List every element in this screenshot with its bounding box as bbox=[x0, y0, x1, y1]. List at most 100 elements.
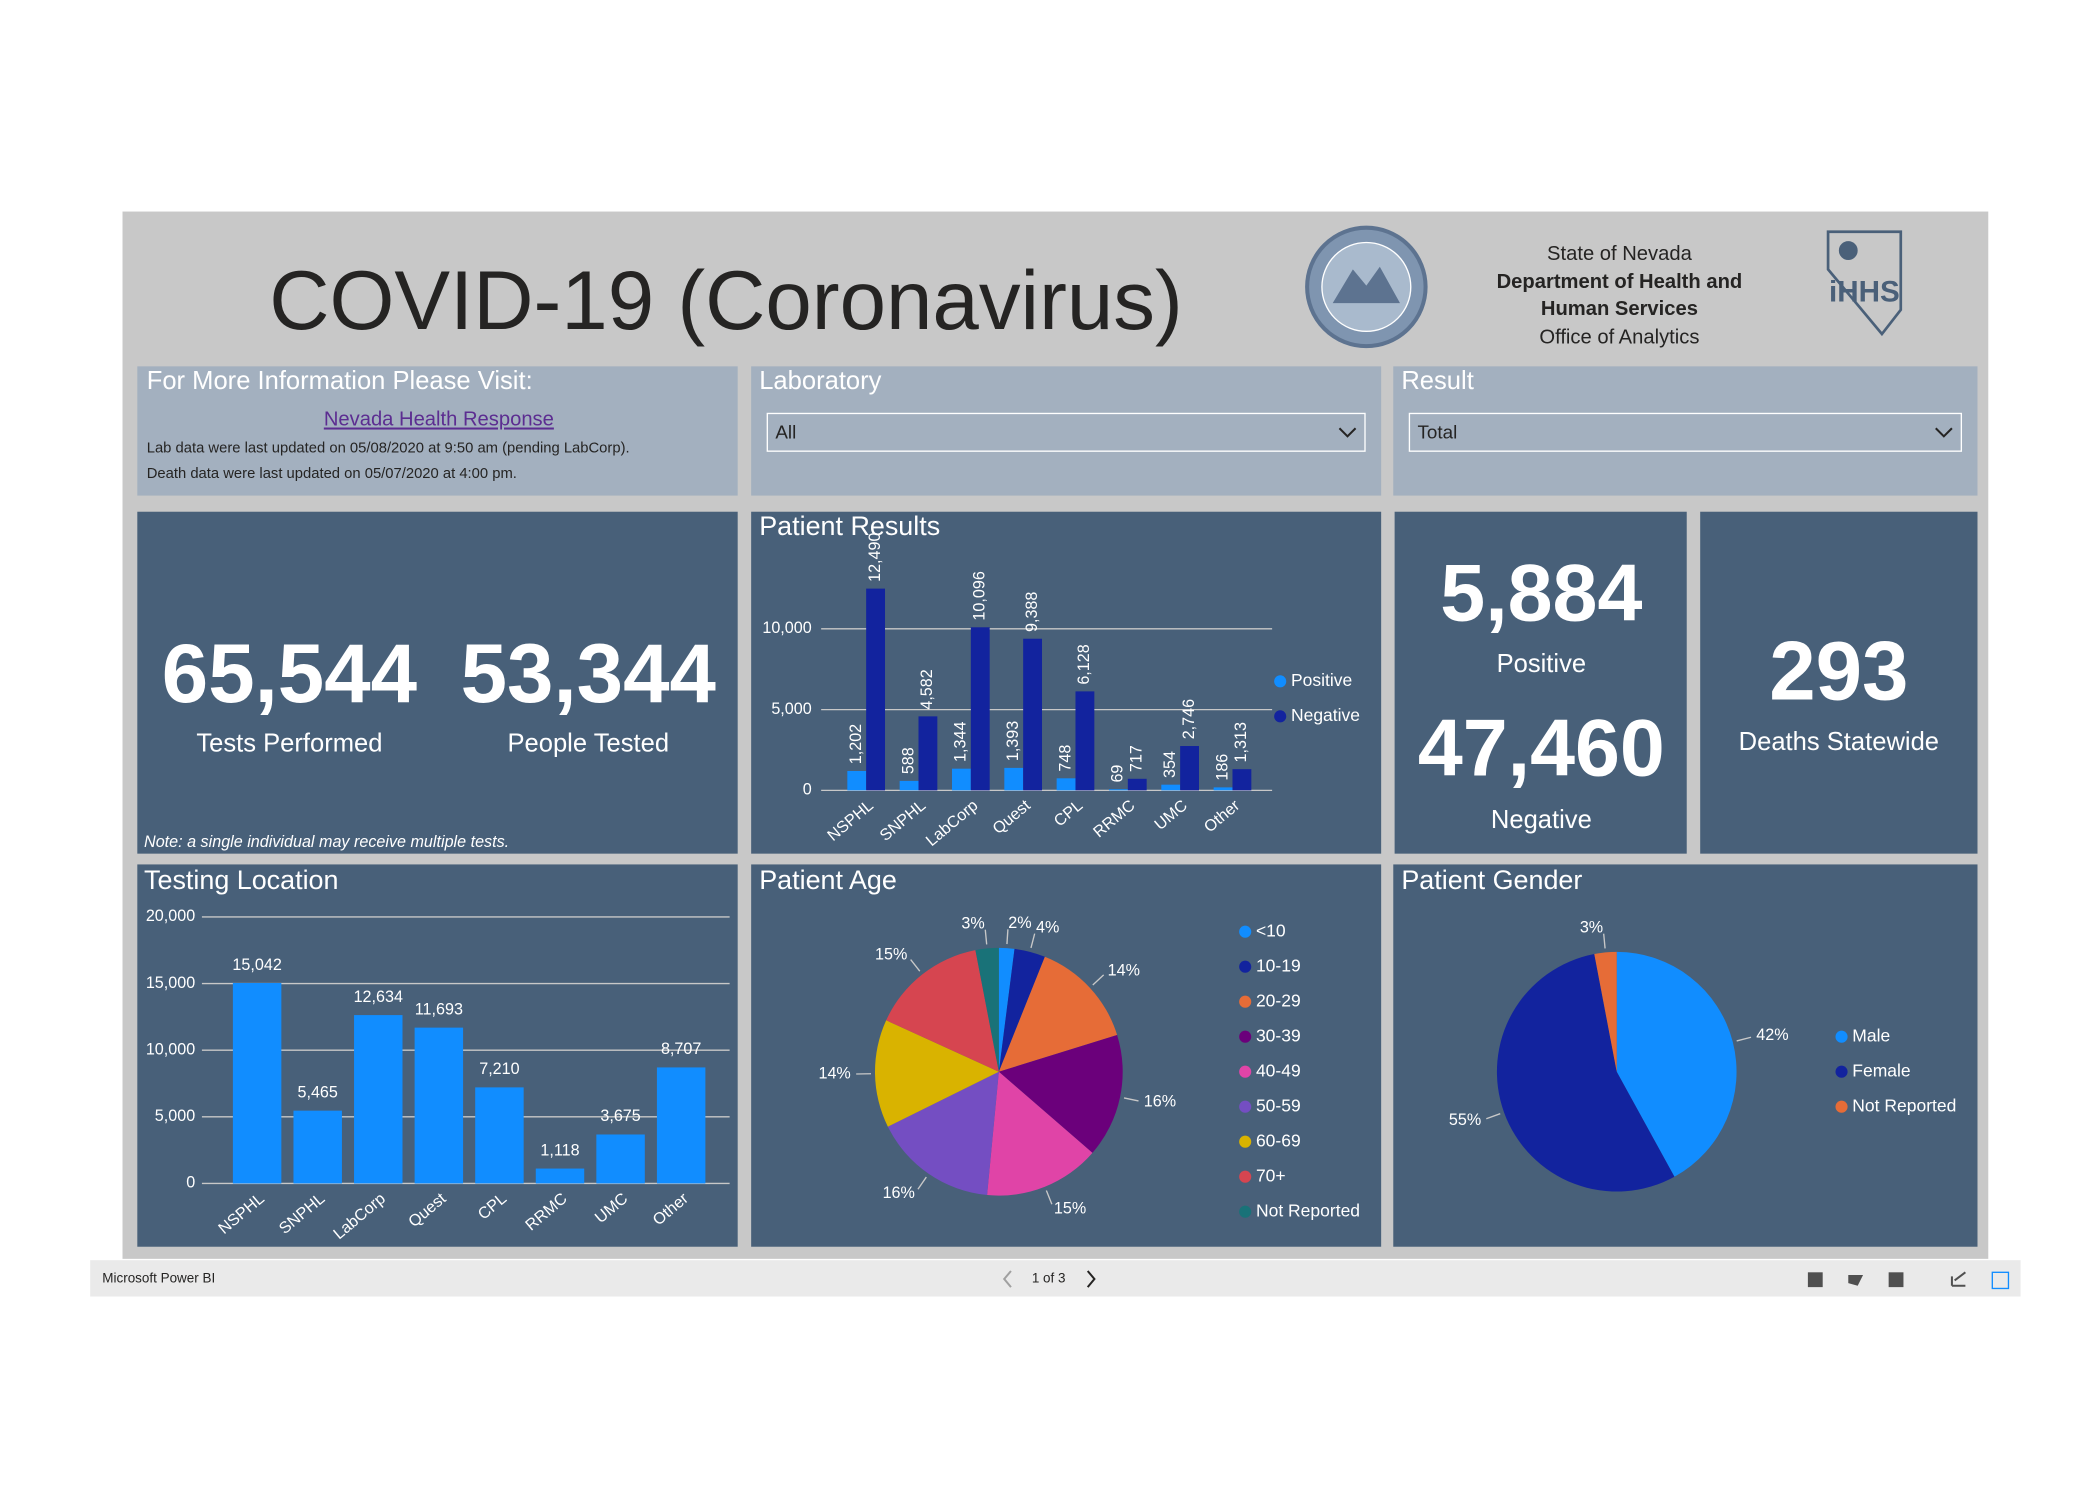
data-label: 3% bbox=[961, 915, 984, 933]
bar bbox=[354, 1015, 403, 1184]
data-label: 9,388 bbox=[1023, 592, 1041, 632]
legend-label: <10 bbox=[1256, 920, 1286, 940]
leader-line bbox=[910, 959, 921, 972]
kpi-value: 293 bbox=[1769, 623, 1908, 717]
y-tick-label: 0 bbox=[803, 781, 812, 799]
kpi-panel bbox=[1394, 511, 1687, 854]
pie-slice bbox=[874, 1020, 999, 1127]
agency-logo: iHHS bbox=[1826, 230, 1903, 337]
kpi-label: Deaths Statewide bbox=[1739, 728, 1939, 756]
kpi-value: 47,460 bbox=[1418, 703, 1665, 793]
data-label: 15% bbox=[1054, 1199, 1086, 1217]
chart-title: Patient Gender bbox=[1401, 865, 1582, 895]
bar bbox=[970, 627, 990, 791]
org-line: State of Nevada bbox=[1547, 243, 1693, 265]
legend-marker bbox=[1274, 710, 1287, 723]
leader-line bbox=[1045, 1190, 1053, 1205]
legend-label: 40-49 bbox=[1256, 1060, 1301, 1080]
info-panel bbox=[137, 366, 738, 496]
facebook-button[interactable] bbox=[1888, 1272, 1904, 1288]
bar bbox=[1056, 778, 1076, 791]
legend-label: Positive bbox=[1291, 670, 1352, 690]
twitter-button[interactable] bbox=[1848, 1275, 1864, 1286]
data-label: 14% bbox=[818, 1064, 850, 1082]
legend-marker bbox=[1239, 1030, 1252, 1043]
bar bbox=[414, 1027, 464, 1184]
legend-marker bbox=[1239, 1205, 1252, 1218]
linkedin-button[interactable] bbox=[1807, 1272, 1823, 1288]
share-button[interactable] bbox=[1950, 1271, 1966, 1287]
dropdown-chevron[interactable] bbox=[1935, 427, 1953, 438]
data-label: 1,202 bbox=[847, 724, 865, 764]
legend-marker bbox=[1835, 1065, 1848, 1078]
kpi-value: 65,544 bbox=[162, 626, 417, 720]
leader-line bbox=[1603, 933, 1606, 949]
data-label: 12,634 bbox=[354, 988, 403, 1006]
bar bbox=[918, 716, 938, 791]
svg-text:iHHS: iHHS bbox=[1829, 275, 1900, 308]
legend-marker bbox=[1239, 995, 1252, 1008]
data-label: 3,675 bbox=[600, 1107, 640, 1125]
data-label: 588 bbox=[899, 747, 917, 774]
legend-marker bbox=[1239, 925, 1252, 938]
kpi-note: Note: a single individual may receive mu… bbox=[144, 833, 509, 851]
filter-label: Result bbox=[1401, 367, 1473, 395]
footer-bar bbox=[90, 1260, 2021, 1297]
pie-slice bbox=[998, 948, 1045, 1072]
legend-label: 10-19 bbox=[1256, 955, 1301, 975]
data-label: 15% bbox=[875, 946, 907, 964]
filter-value: All bbox=[775, 422, 796, 443]
bar bbox=[232, 982, 282, 1184]
bar bbox=[1004, 767, 1024, 791]
data-label: 15,042 bbox=[232, 956, 281, 974]
bar bbox=[866, 588, 886, 791]
bar bbox=[1232, 769, 1252, 791]
legend-label: Male bbox=[1852, 1025, 1890, 1045]
pie-slice bbox=[886, 950, 999, 1072]
bar bbox=[475, 1087, 524, 1184]
next-page[interactable] bbox=[1086, 1270, 1096, 1288]
data-label: 1,313 bbox=[1232, 722, 1250, 762]
y-tick-label: 20,000 bbox=[146, 907, 195, 925]
data-label: 1,118 bbox=[540, 1141, 579, 1159]
filter-value: Total bbox=[1418, 422, 1458, 443]
y-tick-label: 15,000 bbox=[146, 974, 195, 992]
kpi-value: 5,884 bbox=[1440, 549, 1642, 639]
pie-slice bbox=[975, 947, 999, 1072]
data-label: 3% bbox=[1580, 919, 1603, 937]
y-tick-label: 0 bbox=[186, 1174, 195, 1192]
filter-dropdown[interactable] bbox=[1408, 412, 1963, 452]
legend-label: Negative bbox=[1291, 705, 1360, 725]
y-tick-label: 5,000 bbox=[771, 700, 811, 718]
page-title: COVID-19 (Coronavirus) bbox=[269, 253, 1183, 347]
data-label: 10,096 bbox=[971, 571, 989, 620]
bar bbox=[293, 1110, 342, 1184]
kpi-panel bbox=[1700, 511, 1978, 854]
kpi-value: 53,344 bbox=[461, 626, 716, 720]
legend-marker bbox=[1239, 1170, 1252, 1183]
legend-label: 50-59 bbox=[1256, 1095, 1301, 1115]
data-label: 7,210 bbox=[479, 1060, 519, 1078]
info-link[interactable]: Nevada Health Response bbox=[324, 409, 554, 431]
leader-line bbox=[1736, 1036, 1752, 1042]
data-label: 11,693 bbox=[415, 1000, 463, 1018]
filter-label: Laboratory bbox=[759, 367, 881, 395]
data-label: 42% bbox=[1756, 1026, 1788, 1044]
data-label: 16% bbox=[1144, 1092, 1176, 1110]
legend-marker bbox=[1274, 675, 1287, 688]
pie-slice bbox=[1496, 954, 1675, 1192]
bar bbox=[847, 770, 867, 791]
prev-page[interactable] bbox=[1002, 1270, 1012, 1288]
filter-dropdown[interactable] bbox=[766, 412, 1366, 452]
dropdown-chevron[interactable] bbox=[1338, 427, 1357, 438]
footer-brand[interactable]: Microsoft Power BI bbox=[102, 1271, 215, 1286]
data-label: 1,344 bbox=[952, 722, 970, 762]
legend-marker bbox=[1835, 1030, 1848, 1043]
data-label: 14% bbox=[1108, 962, 1140, 980]
fullscreen-button[interactable] bbox=[1991, 1271, 2010, 1290]
info-note: Lab data were last updated on 05/08/2020… bbox=[147, 440, 630, 456]
y-tick-label: 10,000 bbox=[146, 1040, 195, 1058]
kpi-label: People Tested bbox=[507, 729, 669, 757]
pie-slice bbox=[987, 1071, 1093, 1196]
